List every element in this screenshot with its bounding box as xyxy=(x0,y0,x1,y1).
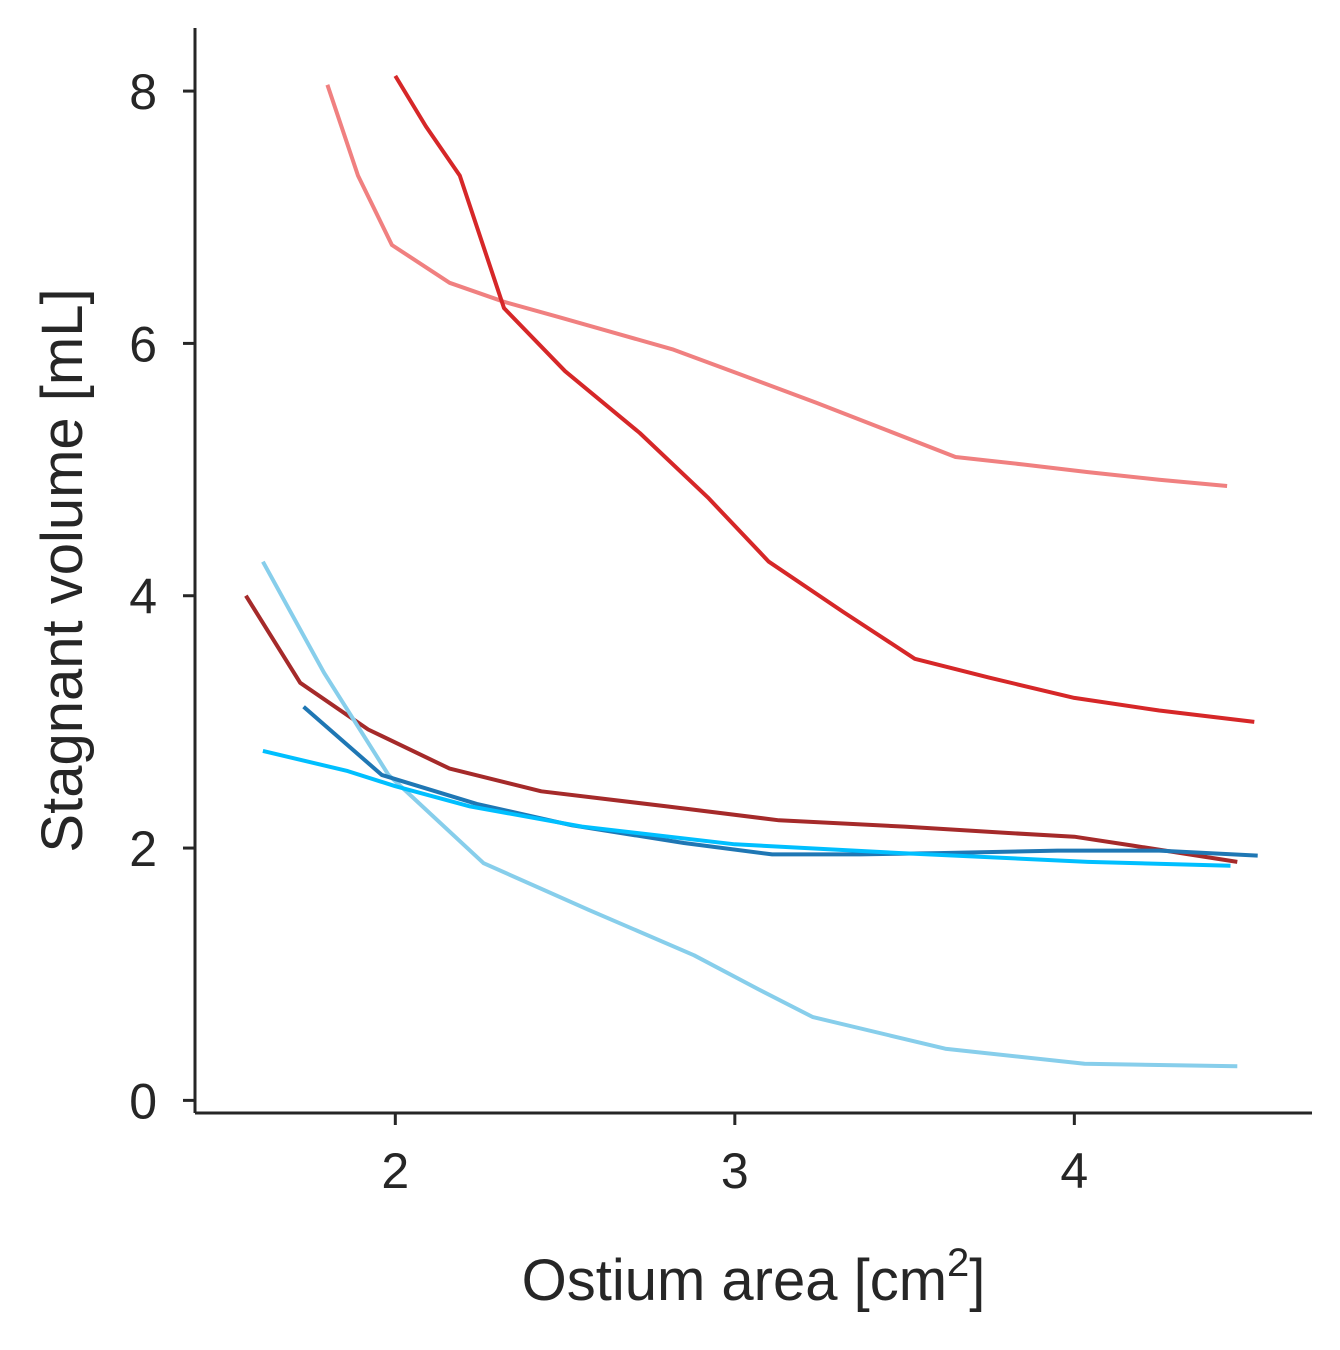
x-axis-title-suffix: ] xyxy=(969,1248,985,1313)
y-axis-title: Stagnant volume [mL] xyxy=(30,288,95,852)
series-line-light-red xyxy=(325,84,1228,488)
series-line-red xyxy=(393,74,1255,724)
x-axis-title: Ostium area [cm2] xyxy=(522,1241,986,1313)
series-layer xyxy=(244,74,1258,1069)
y-tick-label-2: 2 xyxy=(129,821,157,877)
axes-layer xyxy=(193,28,1312,1115)
x-axis-title-superscript: 2 xyxy=(947,1241,969,1285)
y-tick-label-8: 8 xyxy=(129,64,157,120)
x-tick-label-2: 2 xyxy=(381,1143,409,1199)
y-tick-label-6: 6 xyxy=(129,316,157,372)
y-tick-label-0: 0 xyxy=(129,1073,157,1129)
x-tick-label-3: 3 xyxy=(721,1143,749,1199)
series-line-deep-sky-blue xyxy=(262,748,1231,868)
x-tick-label-4: 4 xyxy=(1060,1143,1088,1199)
ticks-layer: 2 3 4 0 2 4 6 8 xyxy=(129,64,1088,1199)
series-line-sky-blue xyxy=(261,560,1238,1069)
series-line-blue xyxy=(302,705,1258,858)
x-axis-title-main: Ostium area [cm xyxy=(522,1248,947,1313)
y-tick-label-4: 4 xyxy=(129,569,157,625)
